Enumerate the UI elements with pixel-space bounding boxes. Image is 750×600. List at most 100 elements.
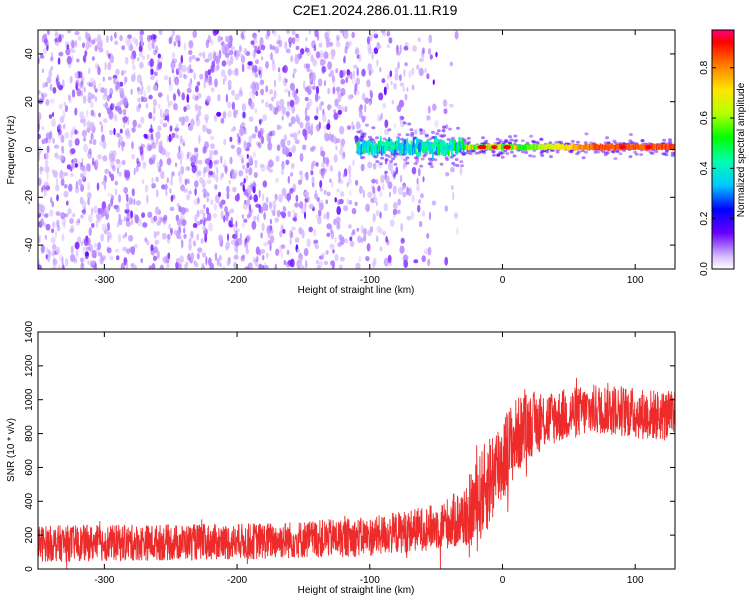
spectrogram-halo-cell — [548, 141, 553, 145]
spectrogram-noise-cell — [276, 144, 281, 151]
spectrogram-signal-cell — [666, 144, 669, 150]
spectrogram-noise-cell — [145, 102, 149, 109]
spectrogram-noise-cell — [331, 76, 336, 86]
spectrogram-noise-cell — [285, 111, 290, 117]
spectrogram-noise-cell — [191, 164, 197, 174]
spectrogram-halo-cell — [633, 150, 637, 154]
spectrogram-noise-cell — [234, 50, 237, 58]
spectrogram-noise-cell — [241, 214, 245, 219]
spectrogram-noise-cell — [83, 116, 86, 126]
spectrogram-noise-cell — [361, 115, 366, 123]
spectrogram-noise-cell — [166, 94, 170, 103]
spectrogram-noise-cell — [186, 151, 190, 159]
spectrogram-noise-cell — [169, 206, 175, 212]
spectrogram-noise-cell — [246, 142, 252, 148]
spectrogram-noise-cell — [269, 103, 273, 112]
spectrogram-noise-cell — [367, 229, 372, 237]
spectrogram-signal-cell — [599, 143, 602, 149]
spectrogram-noise-cell — [354, 201, 358, 206]
spectrogram-signal-cell — [669, 143, 672, 149]
spectrogram-halo-cell — [419, 164, 424, 168]
spectrogram-noise-cell — [124, 56, 129, 65]
spectrogram-noise-cell — [49, 209, 54, 217]
spectrogram-noise-cell — [197, 197, 200, 205]
spectrogram-noise-cell — [255, 90, 259, 97]
spectrogram-noise-cell — [78, 178, 82, 186]
spectrogram-noise-cell — [80, 214, 84, 219]
spectrogram-noise-cell — [244, 199, 247, 205]
spectrogram-noise-cell — [169, 188, 172, 194]
spectrogram-signal-cell — [475, 144, 478, 150]
spectrogram-noise-cell — [47, 30, 50, 36]
spectrogram-noise-cell — [428, 211, 432, 221]
spectrogram-noise-cell — [150, 244, 154, 252]
spectrogram-noise-cell — [177, 35, 182, 41]
spectrogram-noise-cell — [282, 66, 287, 73]
spectrogram-noise-cell — [422, 176, 425, 183]
spectrogram-noise-cell — [88, 148, 92, 155]
spectrogram-noise-cell — [166, 157, 172, 166]
spectrogram-noise-cell — [43, 181, 49, 189]
spectrogram-noise-cell — [323, 189, 327, 195]
spectrogram-noise-cell — [372, 186, 376, 194]
spectrogram-noise-cell — [434, 119, 439, 128]
spectrogram-noise-cell — [286, 100, 290, 107]
spectrogram-signal-cell — [386, 140, 388, 151]
spectrogram-noise-cell — [227, 101, 232, 109]
spectrogram-noise-cell — [152, 255, 158, 261]
spectrogram-noise-cell — [169, 125, 173, 132]
spectrogram-noise-cell — [358, 255, 362, 263]
spectrogram-halo-cell — [529, 134, 534, 138]
spectrogram-noise-cell — [159, 264, 165, 269]
spectrogram-signal-cell — [635, 143, 638, 149]
spectrogram-noise-cell — [96, 41, 101, 50]
spectrogram-noise-cell — [315, 259, 320, 265]
spectrogram-noise-cell — [234, 67, 239, 77]
spectrogram-noise-cell — [168, 134, 172, 143]
spectrogram-noise-cell — [114, 180, 119, 186]
spectrogram-noise-cell — [352, 77, 355, 85]
spectrogram-noise-cell — [449, 61, 453, 67]
spectrogram-noise-cell — [456, 227, 459, 235]
spectrogram-noise-cell — [109, 93, 112, 99]
spectrogram-noise-cell — [87, 192, 92, 200]
spectrogram-halo-cell — [648, 151, 653, 155]
spectrogram-noise-cell — [387, 254, 392, 264]
spectrogram-noise-cell — [234, 93, 240, 101]
spectrogram-noise-cell — [253, 194, 258, 203]
spectrogram-noise-cell — [288, 152, 293, 157]
spectrogram-noise-cell — [356, 54, 360, 59]
spectrogram-signal-cell — [513, 144, 516, 150]
spectrogram-noise-cell — [367, 191, 373, 199]
spectrogram-noise-cell — [100, 233, 105, 242]
spectrogram-noise-cell — [355, 46, 359, 53]
spectrogram-signal-cell — [499, 143, 502, 149]
spectrogram-noise-cell — [55, 230, 57, 238]
y-tick-label: 0 — [24, 146, 35, 152]
spectrogram-noise-cell — [107, 53, 111, 59]
spectrogram-noise-cell — [294, 202, 299, 208]
spectrogram-noise-cell — [110, 173, 115, 182]
spectrogram-halo-cell — [407, 122, 412, 126]
spectrogram-noise-cell — [325, 250, 329, 255]
spectrogram-noise-cell — [335, 86, 341, 92]
spectrogram-noise-cell — [361, 92, 366, 101]
spectrogram-noise-cell — [109, 255, 114, 261]
spectrogram-noise-cell — [315, 162, 319, 167]
spectrogram-signal-cell — [413, 143, 416, 154]
spectrogram-noise-cell — [356, 90, 360, 96]
spectrogram-halo-cell — [378, 162, 383, 166]
x-tick-label: -200 — [227, 275, 247, 286]
spectrogram-signal-cell — [567, 145, 570, 151]
spectrogram-noise-cell — [238, 170, 244, 177]
spectrogram-signal-cell — [460, 137, 463, 149]
spectrogram-noise-cell — [80, 118, 84, 124]
spectrogram-noise-cell — [265, 101, 269, 108]
spectrogram-noise-cell — [246, 162, 250, 169]
spectrogram-noise-cell — [360, 163, 365, 172]
spectrogram-signal-cell — [454, 139, 456, 151]
spectrogram-signal-cell — [653, 144, 656, 150]
spectrogram-noise-cell — [323, 80, 327, 87]
spectrogram-noise-cell — [107, 231, 112, 239]
spectrogram-noise-cell — [166, 135, 169, 143]
